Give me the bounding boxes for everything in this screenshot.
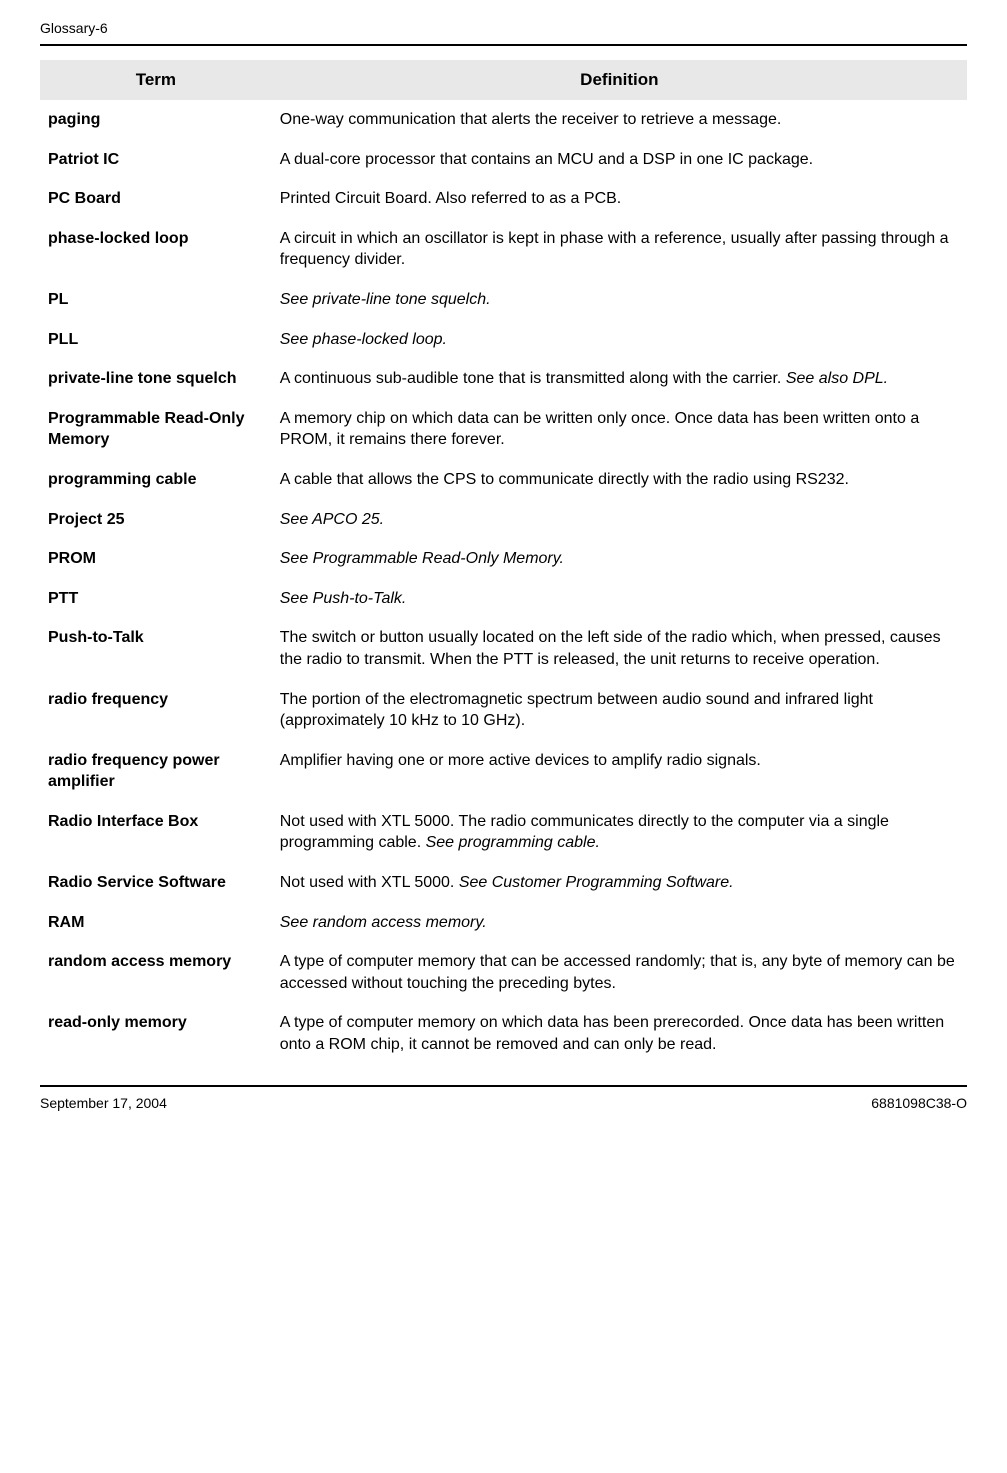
definition-text: The portion of the electromagnetic spect… — [280, 691, 873, 730]
header-term: Term — [40, 60, 272, 100]
definition-cell: See private-line tone squelch. — [272, 280, 967, 320]
table-row: Programmable Read-Only MemoryA memory ch… — [40, 399, 967, 460]
term-cell: PROM — [40, 539, 272, 579]
table-row: Push-to-TalkThe switch or button usually… — [40, 618, 967, 679]
definition-cell: A continuous sub-audible tone that is tr… — [272, 359, 967, 399]
table-row: PLL See phase-locked loop. — [40, 320, 967, 360]
table-row: Patriot IC A dual-core processor that con… — [40, 140, 967, 180]
table-row: Radio Interface BoxNot used with XTL 500… — [40, 802, 967, 863]
definition-cell: A type of computer memory that can be ac… — [272, 942, 967, 1003]
definition-italic-suffix: See also DPL. — [786, 370, 888, 387]
definition-text: A circuit in which an oscillator is kept… — [280, 230, 949, 269]
term-cell: PTT — [40, 579, 272, 619]
definition-cell: The portion of the electromagnetic spect… — [272, 680, 967, 741]
table-row: PTT See Push-to-Talk. — [40, 579, 967, 619]
table-row: programming cable A cable that allows the… — [40, 460, 967, 500]
table-row: PROM See Programmable Read-Only Memory. — [40, 539, 967, 579]
definition-italic: See Programmable Read-Only Memory. — [280, 550, 564, 567]
table-body: paging One-way communication that alerts … — [40, 100, 967, 1065]
definition-cell: One-way communication that alerts the re… — [272, 100, 967, 140]
page-header: Glossary-6 — [40, 20, 967, 46]
table-row: read-only memoryA type of computer memor… — [40, 1003, 967, 1064]
table-row: Project 25 See APCO 25. — [40, 500, 967, 540]
definition-italic-suffix: See Customer Programming Software. — [459, 874, 734, 891]
term-cell: RAM — [40, 903, 272, 943]
definition-italic: See random access memory. — [280, 914, 487, 931]
definition-italic: See Push-to-Talk. — [280, 590, 407, 607]
definition-text: Printed Circuit Board. Also referred to … — [280, 190, 621, 207]
footer-docnum: 6881098C38-O — [871, 1095, 967, 1111]
table-header-row: Term Definition — [40, 60, 967, 100]
definition-cell: See Programmable Read-Only Memory. — [272, 539, 967, 579]
table-row: paging One-way communication that alerts … — [40, 100, 967, 140]
page-label: Glossary-6 — [40, 20, 108, 36]
definition-cell: A type of computer memory on which data … — [272, 1003, 967, 1064]
term-cell: read-only memory — [40, 1003, 272, 1064]
term-cell: private-line tone squelch — [40, 359, 272, 399]
page-footer: September 17, 2004 6881098C38-O — [40, 1085, 967, 1111]
definition-text: A continuous sub-audible tone that is tr… — [280, 370, 786, 387]
definition-text: Not used with XTL 5000. — [280, 874, 459, 891]
definition-text: A type of computer memory on which data … — [280, 1014, 944, 1053]
definition-cell: The switch or button usually located on … — [272, 618, 967, 679]
definition-italic: See private-line tone squelch. — [280, 291, 491, 308]
definition-cell: Not used with XTL 5000. The radio commun… — [272, 802, 967, 863]
glossary-table: Term Definition paging One-way communicat… — [40, 60, 967, 1065]
definition-text: Amplifier having one or more active devi… — [280, 752, 761, 769]
term-cell: programming cable — [40, 460, 272, 500]
definition-cell: See APCO 25. — [272, 500, 967, 540]
table-row: private-line tone squelch A continuous su… — [40, 359, 967, 399]
definition-cell: See phase-locked loop. — [272, 320, 967, 360]
table-row: RAM See random access memory. — [40, 903, 967, 943]
term-cell: PC Board — [40, 179, 272, 219]
term-cell: PLL — [40, 320, 272, 360]
definition-cell: A memory chip on which data can be writt… — [272, 399, 967, 460]
term-cell: Push-to-Talk — [40, 618, 272, 679]
definition-italic: See phase-locked loop. — [280, 331, 447, 348]
definition-cell: Amplifier having one or more active devi… — [272, 741, 967, 802]
term-cell: random access memory — [40, 942, 272, 1003]
definition-cell: Not used with XTL 5000. See Customer Pro… — [272, 863, 967, 903]
definition-italic: See APCO 25. — [280, 511, 384, 528]
definition-cell: A cable that allows the CPS to communica… — [272, 460, 967, 500]
table-row: PC Board Printed Circuit Board. Also refe… — [40, 179, 967, 219]
definition-cell: See random access memory. — [272, 903, 967, 943]
definition-text: The switch or button usually located on … — [280, 629, 941, 668]
term-cell: radio frequency — [40, 680, 272, 741]
term-cell: Programmable Read-Only Memory — [40, 399, 272, 460]
definition-italic-suffix: See programming cable. — [426, 834, 600, 851]
term-cell: paging — [40, 100, 272, 140]
definition-cell: See Push-to-Talk. — [272, 579, 967, 619]
term-cell: Radio Interface Box — [40, 802, 272, 863]
definition-cell: A circuit in which an oscillator is kept… — [272, 219, 967, 280]
table-row: Radio Service SoftwareNot used with XTL … — [40, 863, 967, 903]
footer-date: September 17, 2004 — [40, 1095, 167, 1111]
term-cell: phase-locked loop — [40, 219, 272, 280]
header-definition: Definition — [272, 60, 967, 100]
table-row: phase-locked loopA circuit in which an o… — [40, 219, 967, 280]
definition-cell: A dual-core processor that contains an M… — [272, 140, 967, 180]
term-cell: radio frequency power amplifier — [40, 741, 272, 802]
definition-text: One-way communication that alerts the re… — [280, 111, 782, 128]
definition-text: A type of computer memory that can be ac… — [280, 953, 955, 992]
definition-cell: Printed Circuit Board. Also referred to … — [272, 179, 967, 219]
term-cell: PL — [40, 280, 272, 320]
table-row: random access memoryA type of computer m… — [40, 942, 967, 1003]
definition-text: A dual-core processor that contains an M… — [280, 151, 813, 168]
table-row: radio frequency power amplifier Amplifier… — [40, 741, 967, 802]
term-cell: Patriot IC — [40, 140, 272, 180]
table-row: PL See private-line tone squelch. — [40, 280, 967, 320]
table-row: radio frequencyThe portion of the electr… — [40, 680, 967, 741]
term-cell: Project 25 — [40, 500, 272, 540]
term-cell: Radio Service Software — [40, 863, 272, 903]
definition-text: A memory chip on which data can be writt… — [280, 410, 919, 449]
definition-text: A cable that allows the CPS to communica… — [280, 471, 849, 488]
